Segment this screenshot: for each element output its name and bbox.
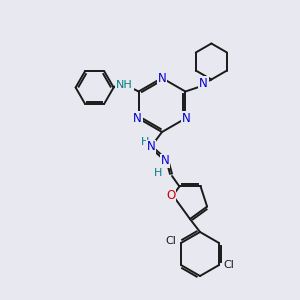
Text: H: H (141, 137, 149, 147)
Text: Cl: Cl (224, 260, 235, 270)
Text: N: N (147, 140, 155, 154)
Text: H: H (154, 168, 162, 178)
Text: O: O (166, 189, 176, 202)
Text: NH: NH (116, 80, 133, 91)
Text: N: N (133, 112, 142, 125)
Text: N: N (160, 154, 169, 167)
Text: Cl: Cl (166, 236, 176, 246)
Text: N: N (182, 112, 191, 125)
Text: N: N (199, 77, 208, 90)
Text: N: N (158, 71, 166, 85)
